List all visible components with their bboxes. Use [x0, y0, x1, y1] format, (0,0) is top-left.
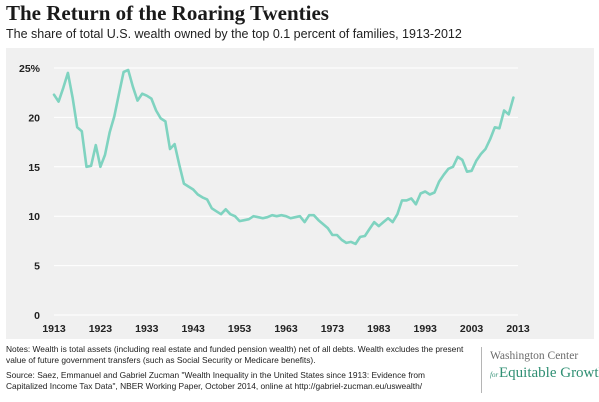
- y-tick-label: 0: [34, 310, 40, 322]
- notes-text: Notes: Wealth is total assets (including…: [6, 344, 464, 365]
- y-tick-label: 5: [34, 261, 40, 273]
- y-tick-label: 25%: [19, 63, 41, 75]
- x-tick-label: 2013: [506, 323, 530, 335]
- brand-name-top: Washington Center: [490, 350, 579, 362]
- y-tick-label: 15: [28, 162, 40, 174]
- x-tick-label: 1923: [89, 323, 113, 335]
- x-tick-label: 1973: [321, 323, 345, 335]
- chart-subtitle: The share of total U.S. wealth owned by …: [6, 27, 462, 41]
- series-line: [52, 68, 515, 246]
- y-tick-label: 10: [28, 211, 40, 223]
- x-tick-label: 1993: [414, 323, 438, 335]
- x-tick-label: 1983: [367, 323, 391, 335]
- brand-name-for: for: [490, 371, 499, 379]
- chart-panel: 0 5 10 15 20 25% 1913 1923 1933 1943 1953 1963 1973 1…: [6, 48, 594, 339]
- notes-block: Notes: Wealth is total assets (including…: [6, 344, 466, 392]
- x-tick-label: 1963: [274, 323, 298, 335]
- y-tick-label: 20: [28, 112, 40, 124]
- chart-title: The Return of the Roaring Twenties: [6, 1, 329, 25]
- brand-name-bottom: Equitable Growth: [499, 365, 599, 381]
- x-tick-label: 1943: [182, 323, 206, 335]
- line-chart: 0 5 10 15 20 25% 1913 1923 1933 1943 1953 1963 1973 1…: [19, 63, 530, 335]
- source-text: Source: Saez, Emmanuel and Gabriel Zucma…: [6, 370, 425, 391]
- x-tick-label: 1913: [42, 323, 66, 335]
- x-tick-label: 1953: [228, 323, 252, 335]
- brand-logo: Washington Center for Equitable Growth: [481, 347, 599, 393]
- x-tick-label: 2003: [460, 323, 484, 335]
- x-tick-label: 1933: [135, 323, 159, 335]
